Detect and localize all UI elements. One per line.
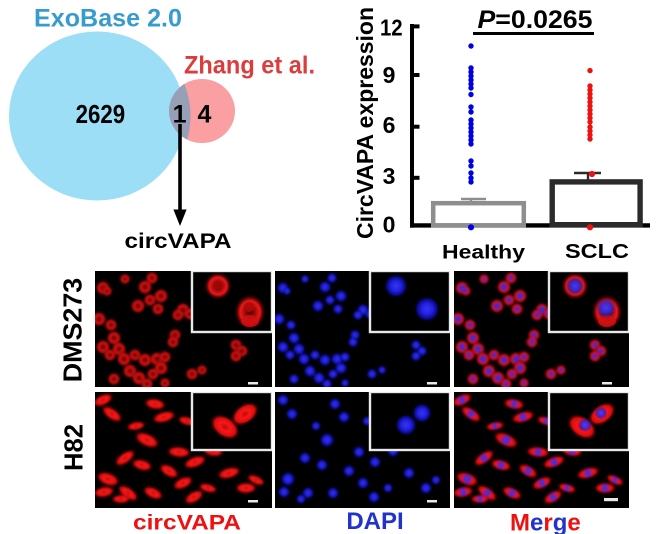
svg-text:Zhang et al.: Zhang et al. bbox=[184, 51, 315, 79]
svg-text:2629: 2629 bbox=[76, 101, 126, 129]
svg-text:H82: H82 bbox=[61, 424, 89, 471]
svg-text:P=0.0265: P=0.0265 bbox=[478, 6, 593, 34]
svg-text:circVAPA: circVAPA bbox=[133, 512, 241, 534]
svg-text:ExoBase 2.0: ExoBase 2.0 bbox=[34, 5, 182, 33]
svg-text:Merge: Merge bbox=[510, 510, 581, 534]
svg-text:6: 6 bbox=[383, 112, 396, 138]
svg-text:DAPI: DAPI bbox=[346, 508, 403, 534]
svg-text:Healthy: Healthy bbox=[442, 242, 525, 264]
svg-text:circVAPA: circVAPA bbox=[125, 229, 232, 253]
svg-text:SCLC: SCLC bbox=[565, 240, 629, 263]
svg-text:4: 4 bbox=[197, 101, 211, 129]
svg-text:9: 9 bbox=[383, 62, 396, 88]
svg-text:DMS273: DMS273 bbox=[58, 278, 88, 383]
svg-text:CircVAPA expression: CircVAPA expression bbox=[352, 7, 378, 239]
svg-text:3: 3 bbox=[383, 163, 396, 189]
svg-text:0: 0 bbox=[383, 212, 396, 238]
svg-text:12: 12 bbox=[380, 15, 403, 41]
svg-text:1: 1 bbox=[173, 101, 187, 129]
